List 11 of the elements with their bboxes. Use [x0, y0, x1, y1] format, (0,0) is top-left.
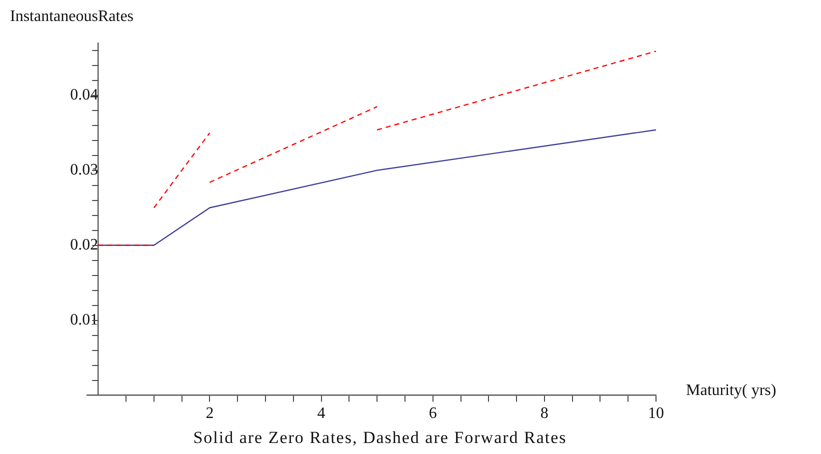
x-tick-label: 6	[428, 404, 437, 422]
x-tick-label: 10	[648, 404, 664, 422]
x-axis-title: Maturity( yrs)	[686, 382, 776, 400]
text: Solid are Zero Rates, Dashed are Forward Rates	[192, 428, 568, 448]
x-tick-label: 2	[206, 404, 214, 422]
y-axis-title: InstantaneousRates	[10, 8, 134, 26]
x-tick-label: 8	[540, 404, 548, 422]
y-tick-label: 0.02	[70, 236, 98, 254]
x-tick-label: 4	[317, 404, 326, 422]
y-tick-label: 0.01	[70, 311, 98, 328]
y-tick-label: 0.03	[70, 162, 98, 179]
